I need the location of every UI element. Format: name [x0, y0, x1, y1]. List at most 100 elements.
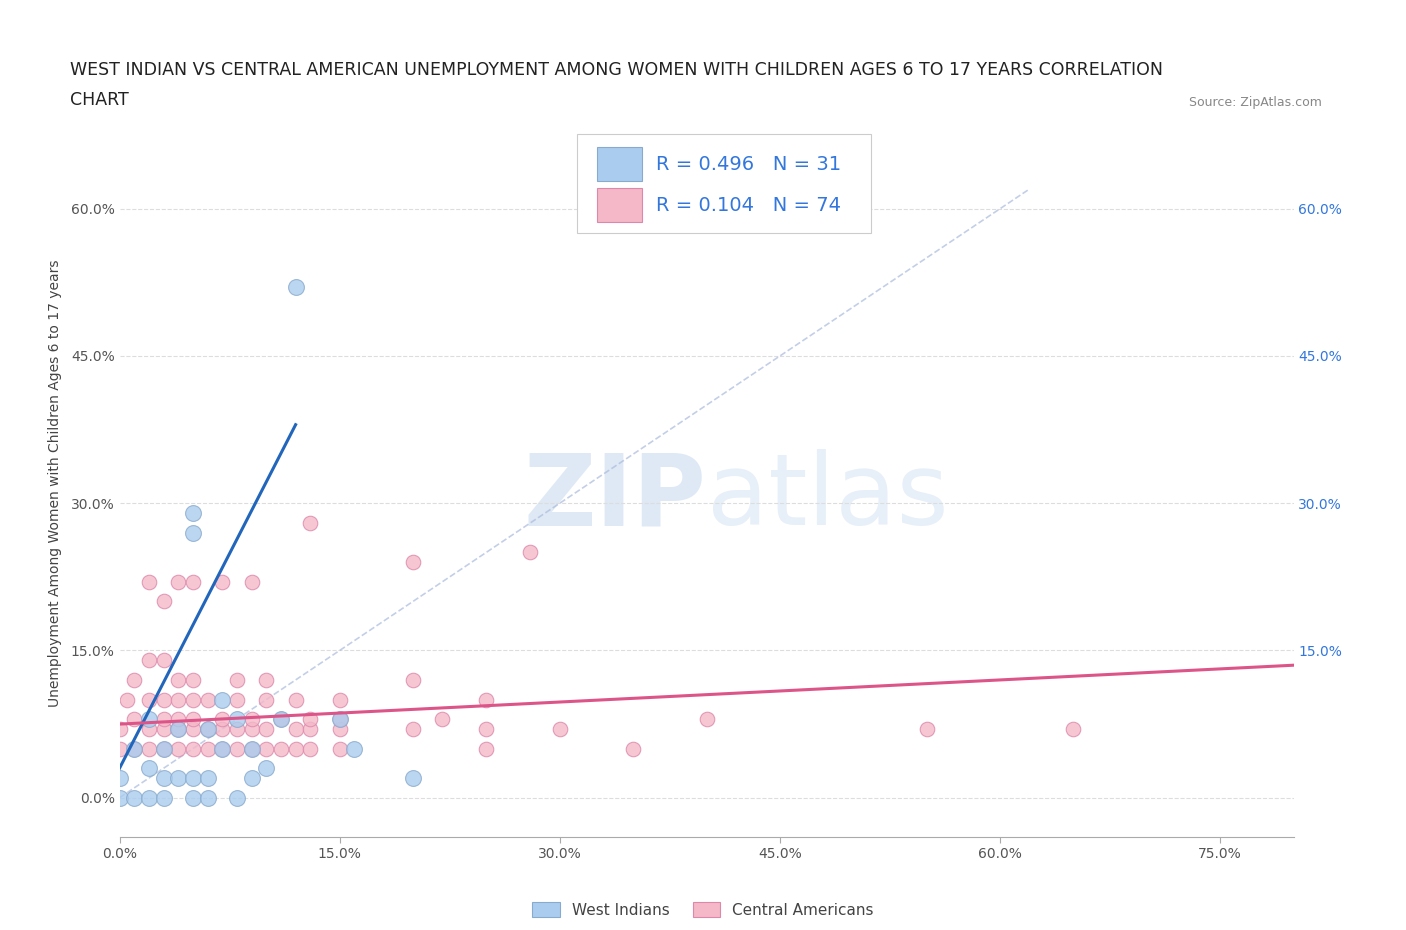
Point [696, 711, 718, 726]
Point [181, 771, 204, 786]
Point [621, 741, 644, 756]
Point [138, 741, 160, 756]
Point [122, 790, 145, 805]
Point [519, 545, 541, 560]
Point [181, 741, 204, 756]
Y-axis label: Unemployment Among Women with Children Ages 6 to 17 years: Unemployment Among Women with Children A… [48, 259, 62, 708]
Point [254, 761, 277, 776]
Point [181, 790, 204, 805]
Point [138, 790, 160, 805]
Point [122, 672, 145, 687]
Point [197, 722, 219, 737]
Point [108, 771, 131, 786]
Point [211, 692, 233, 707]
Text: R = 0.496   N = 31: R = 0.496 N = 31 [657, 154, 841, 174]
Point [299, 515, 322, 530]
Point [181, 506, 204, 521]
Point [225, 672, 249, 687]
Point [240, 741, 263, 756]
Point [548, 722, 571, 737]
Point [329, 711, 352, 726]
Point [197, 722, 219, 737]
Point [167, 771, 190, 786]
Point [329, 692, 352, 707]
Point [167, 692, 190, 707]
Point [329, 722, 352, 737]
Point [211, 575, 233, 590]
FancyBboxPatch shape [598, 188, 643, 222]
Point [211, 741, 233, 756]
Text: Source: ZipAtlas.com: Source: ZipAtlas.com [1188, 96, 1322, 109]
Point [197, 692, 219, 707]
Text: ZIP: ZIP [523, 449, 707, 546]
Point [284, 741, 307, 756]
Point [138, 722, 160, 737]
Text: R = 0.104   N = 74: R = 0.104 N = 74 [657, 195, 841, 215]
Point [152, 653, 174, 668]
Point [343, 741, 366, 756]
FancyBboxPatch shape [598, 147, 643, 181]
Point [108, 741, 131, 756]
Point [240, 575, 263, 590]
Point [225, 790, 249, 805]
Point [181, 525, 204, 540]
Point [270, 741, 292, 756]
Point [402, 722, 425, 737]
Point [1062, 722, 1084, 737]
Point [211, 722, 233, 737]
Point [197, 790, 219, 805]
Point [475, 692, 498, 707]
Point [225, 722, 249, 737]
Point [108, 722, 131, 737]
Point [167, 575, 190, 590]
Point [122, 741, 145, 756]
Point [211, 741, 233, 756]
Point [152, 594, 174, 609]
Point [197, 741, 219, 756]
Point [475, 741, 498, 756]
Point [152, 692, 174, 707]
Point [181, 575, 204, 590]
Point [181, 722, 204, 737]
Point [152, 722, 174, 737]
Point [181, 692, 204, 707]
Point [299, 722, 322, 737]
Point [299, 711, 322, 726]
Point [254, 722, 277, 737]
Point [152, 741, 174, 756]
Point [167, 722, 190, 737]
Point [254, 672, 277, 687]
Point [254, 692, 277, 707]
Point [211, 711, 233, 726]
Point [402, 554, 425, 569]
Point [475, 722, 498, 737]
Point [122, 711, 145, 726]
Text: WEST INDIAN VS CENTRAL AMERICAN UNEMPLOYMENT AMONG WOMEN WITH CHILDREN AGES 6 TO: WEST INDIAN VS CENTRAL AMERICAN UNEMPLOY… [70, 61, 1163, 79]
Point [167, 672, 190, 687]
Point [915, 722, 938, 737]
Point [108, 790, 131, 805]
Point [167, 711, 190, 726]
Text: atlas: atlas [707, 449, 948, 546]
FancyBboxPatch shape [578, 134, 870, 232]
Point [138, 711, 160, 726]
Point [152, 741, 174, 756]
Legend: West Indians, Central Americans: West Indians, Central Americans [533, 902, 873, 918]
Point [402, 771, 425, 786]
Point [284, 722, 307, 737]
Point [329, 711, 352, 726]
Point [115, 692, 138, 707]
Point [138, 761, 160, 776]
Point [225, 711, 249, 726]
Point [299, 741, 322, 756]
Point [240, 711, 263, 726]
Point [152, 771, 174, 786]
Point [225, 692, 249, 707]
Point [152, 711, 174, 726]
Text: CHART: CHART [70, 91, 129, 109]
Point [138, 692, 160, 707]
Point [270, 711, 292, 726]
Point [122, 741, 145, 756]
Point [152, 790, 174, 805]
Point [167, 741, 190, 756]
